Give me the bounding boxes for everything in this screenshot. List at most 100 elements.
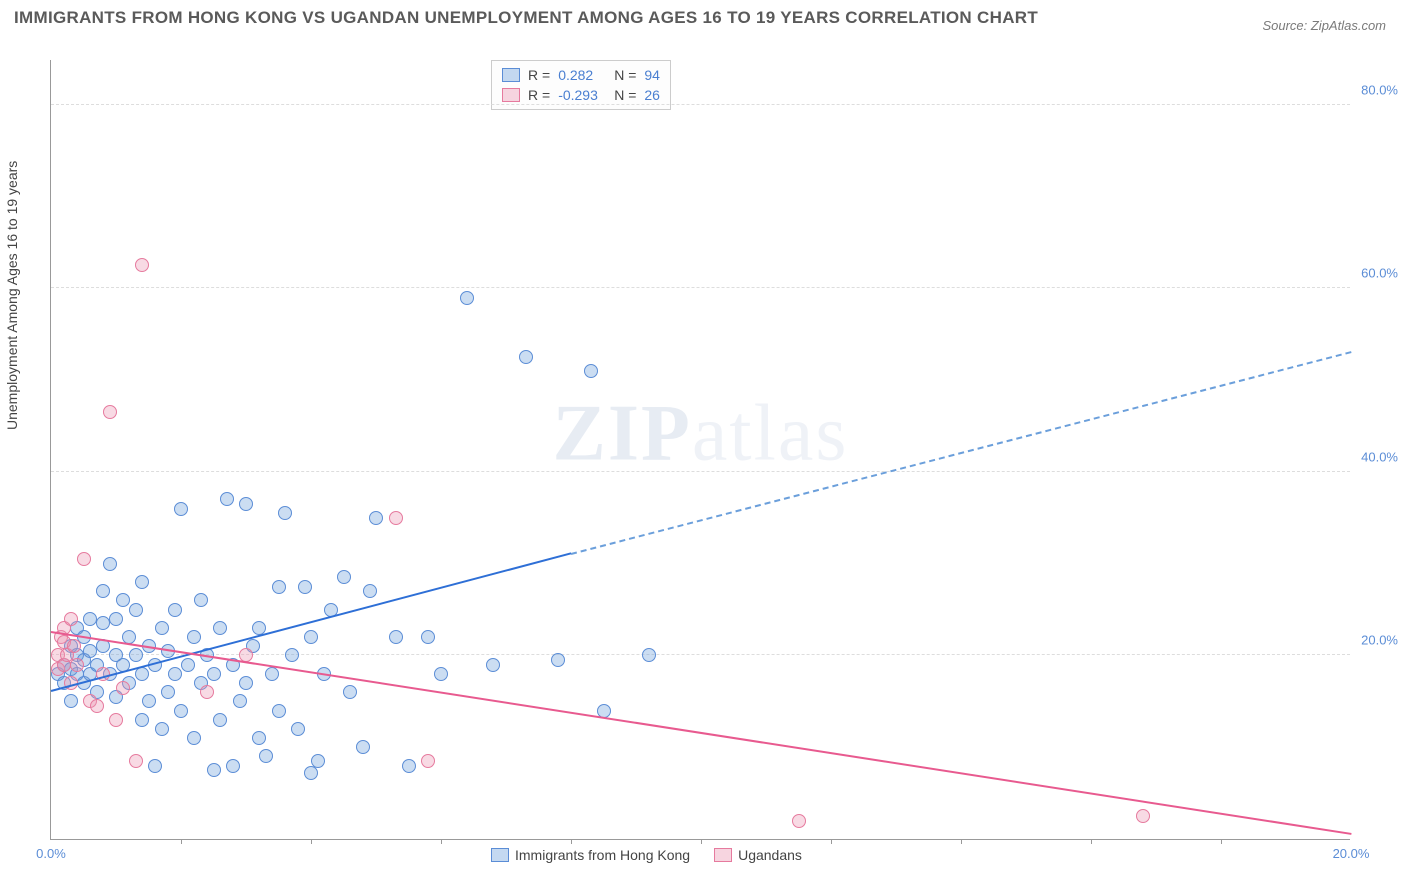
scatter-point-blue (584, 364, 598, 378)
scatter-point-blue (434, 667, 448, 681)
legend-series-item: Immigrants from Hong Kong (491, 847, 690, 863)
scatter-point-blue (155, 621, 169, 635)
scatter-point-blue (363, 584, 377, 598)
scatter-point-blue (460, 291, 474, 305)
scatter-point-blue (272, 580, 286, 594)
scatter-point-blue (291, 722, 305, 736)
x-tick-label: 20.0% (1333, 846, 1370, 861)
legend-stats-row: R =-0.293N =26 (502, 85, 660, 105)
y-axis-label: Unemployment Among Ages 16 to 19 years (4, 161, 20, 430)
scatter-point-blue (187, 630, 201, 644)
scatter-point-blue (174, 704, 188, 718)
scatter-point-blue (486, 658, 500, 672)
gridline (51, 471, 1350, 472)
scatter-point-pink (135, 258, 149, 272)
scatter-point-blue (83, 612, 97, 626)
scatter-point-blue (213, 713, 227, 727)
scatter-point-blue (129, 603, 143, 617)
scatter-point-blue (109, 612, 123, 626)
scatter-point-blue (116, 593, 130, 607)
scatter-point-blue (272, 704, 286, 718)
scatter-point-blue (304, 630, 318, 644)
legend-series-label: Immigrants from Hong Kong (515, 847, 690, 863)
scatter-point-blue (96, 616, 110, 630)
scatter-point-blue (551, 653, 565, 667)
x-tick-minor (181, 839, 182, 844)
scatter-point-pink (109, 713, 123, 727)
scatter-point-blue (252, 731, 266, 745)
scatter-point-blue (168, 667, 182, 681)
x-tick-minor (701, 839, 702, 844)
x-tick-minor (1221, 839, 1222, 844)
gridline (51, 104, 1350, 105)
scatter-point-blue (311, 754, 325, 768)
scatter-point-blue (174, 502, 188, 516)
legend-swatch-pink (502, 88, 520, 102)
scatter-point-pink (64, 612, 78, 626)
watermark: ZIPatlas (553, 388, 849, 479)
scatter-point-blue (239, 497, 253, 511)
scatter-point-blue (83, 644, 97, 658)
scatter-point-blue (207, 763, 221, 777)
scatter-point-blue (135, 713, 149, 727)
scatter-point-blue (389, 630, 403, 644)
y-tick-label: 60.0% (1361, 266, 1398, 281)
legend-stats-row: R =0.282N =94 (502, 65, 660, 85)
x-tick-minor (961, 839, 962, 844)
scatter-point-blue (187, 731, 201, 745)
legend-series-label: Ugandans (738, 847, 802, 863)
scatter-point-blue (343, 685, 357, 699)
scatter-point-blue (155, 722, 169, 736)
scatter-point-blue (135, 575, 149, 589)
scatter-point-pink (129, 754, 143, 768)
y-tick-label: 80.0% (1361, 82, 1398, 97)
chart-source: Source: ZipAtlas.com (1262, 18, 1386, 33)
scatter-point-blue (213, 621, 227, 635)
scatter-point-pink (1136, 809, 1150, 823)
legend-swatch-blue (491, 848, 509, 862)
gridline (51, 287, 1350, 288)
scatter-point-blue (298, 580, 312, 594)
legend-series-item: Ugandans (714, 847, 802, 863)
plot-area: ZIPatlas R =0.282N =94R =-0.293N =26 Imm… (50, 60, 1350, 840)
scatter-point-blue (129, 648, 143, 662)
x-tick-minor (441, 839, 442, 844)
scatter-point-blue (181, 658, 195, 672)
scatter-point-blue (356, 740, 370, 754)
scatter-point-blue (285, 648, 299, 662)
scatter-point-blue (239, 676, 253, 690)
scatter-point-blue (337, 570, 351, 584)
scatter-point-pink (103, 405, 117, 419)
scatter-point-pink (389, 511, 403, 525)
scatter-point-blue (304, 766, 318, 780)
regression-line-pink (51, 631, 1351, 835)
scatter-point-blue (207, 667, 221, 681)
legend-r-label: R = (528, 87, 550, 103)
legend-n-value: 26 (644, 87, 660, 103)
legend-r-value: 0.282 (558, 67, 606, 83)
regression-line-blue-dashed (571, 351, 1351, 555)
scatter-point-blue (233, 694, 247, 708)
scatter-point-blue (161, 685, 175, 699)
scatter-point-blue (168, 603, 182, 617)
x-tick-minor (571, 839, 572, 844)
scatter-point-pink (792, 814, 806, 828)
legend-stats: R =0.282N =94R =-0.293N =26 (491, 60, 671, 110)
scatter-point-blue (402, 759, 416, 773)
watermark-thin: atlas (692, 389, 849, 477)
x-tick-minor (311, 839, 312, 844)
scatter-point-blue (194, 593, 208, 607)
scatter-point-blue (259, 749, 273, 763)
legend-n-label: N = (614, 87, 636, 103)
scatter-point-blue (519, 350, 533, 364)
legend-r-label: R = (528, 67, 550, 83)
scatter-point-blue (642, 648, 656, 662)
scatter-point-blue (96, 584, 110, 598)
scatter-point-blue (148, 759, 162, 773)
scatter-point-pink (70, 658, 84, 672)
watermark-bold: ZIP (553, 389, 692, 477)
scatter-point-blue (421, 630, 435, 644)
scatter-point-blue (369, 511, 383, 525)
scatter-point-pink (67, 639, 81, 653)
legend-swatch-pink (714, 848, 732, 862)
